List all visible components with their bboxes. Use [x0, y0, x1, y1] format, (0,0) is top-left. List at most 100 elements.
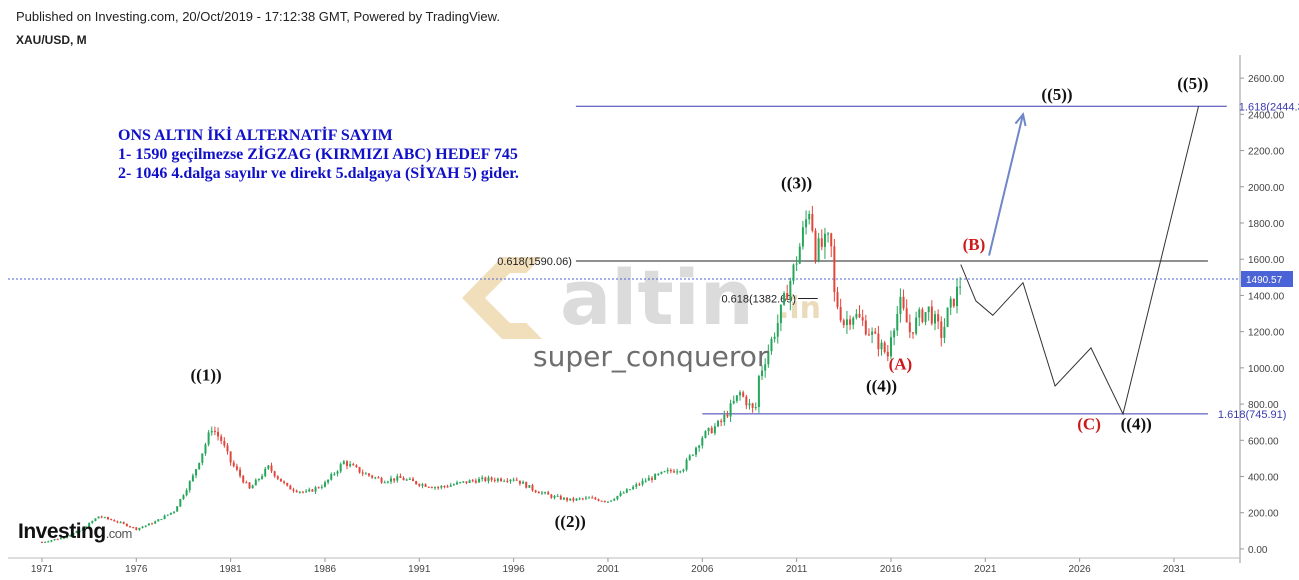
- candle-body: [723, 414, 726, 423]
- candle-body: [261, 476, 264, 479]
- candle-body: [861, 317, 864, 321]
- candle-body: [185, 490, 188, 496]
- candle-body: [544, 492, 547, 494]
- candle-body: [827, 233, 830, 235]
- candle-body: [229, 451, 232, 463]
- candle-body: [226, 445, 229, 452]
- candle-body: [886, 351, 889, 357]
- candle-body: [915, 317, 918, 334]
- candle-body: [298, 491, 301, 493]
- x-tick-label: 1991: [408, 564, 431, 575]
- candle-body: [110, 519, 113, 521]
- candle-body: [512, 479, 515, 481]
- candle-body: [201, 453, 204, 463]
- y-tick-label: 2600.00: [1248, 74, 1285, 85]
- candle-body: [242, 475, 245, 483]
- candle-body: [374, 477, 377, 479]
- candle-body: [311, 489, 314, 492]
- price-axis[interactable]: 0.00 200.00 400.00 600.00 800.00 1000.00 1200.…: [1239, 55, 1293, 563]
- candle-body: [905, 308, 908, 323]
- candle-body: [69, 534, 72, 537]
- candle-body: [588, 497, 591, 499]
- candle-body: [449, 485, 452, 487]
- candle-body: [257, 478, 260, 480]
- candle-body: [921, 309, 924, 322]
- candle-body: [188, 481, 191, 491]
- candle-body: [289, 485, 292, 490]
- candle-body: [103, 517, 106, 519]
- candle-body: [509, 479, 512, 482]
- candle-body: [515, 479, 518, 481]
- candle-body: [144, 525, 147, 527]
- time-axis[interactable]: 1971 1976 1981 1986 1991 1996 2001 2006 2011 2016…: [8, 557, 1240, 575]
- candle-body: [380, 478, 383, 483]
- candle-body: [44, 541, 47, 543]
- candle-body: [456, 482, 459, 485]
- symbol-label[interactable]: XAU/USD, M: [16, 33, 87, 47]
- candle-body: [286, 482, 289, 486]
- candle-body: [641, 480, 644, 485]
- fib-label-2444: 1.618(2444.31): [1239, 101, 1299, 113]
- wave-label: ((5)): [1041, 85, 1072, 104]
- candle-body: [531, 485, 534, 491]
- candle-body: [569, 498, 572, 501]
- candle-body: [779, 304, 782, 324]
- candle-body: [113, 520, 116, 522]
- candle-body: [594, 497, 597, 500]
- candle-body: [267, 465, 270, 469]
- candle-body: [333, 473, 336, 475]
- candle-body: [273, 471, 276, 477]
- candle-body: [235, 466, 238, 470]
- candle-body: [578, 498, 581, 500]
- candle-body: [635, 484, 638, 487]
- candle-body: [239, 469, 242, 476]
- candle-body: [399, 476, 402, 478]
- candle-body: [911, 332, 914, 334]
- candle-body: [50, 540, 53, 542]
- candle-body: [946, 307, 949, 327]
- y-tick-label: 1600.00: [1248, 255, 1285, 266]
- candle-body: [56, 539, 59, 541]
- candle-body: [465, 481, 468, 483]
- candle-body: [301, 491, 304, 493]
- x-tick-label: 2021: [974, 564, 997, 575]
- wave-label: ((2)): [555, 512, 586, 531]
- candle-body: [412, 478, 415, 482]
- candle-body: [500, 478, 503, 481]
- y-tick-label: 1200.00: [1248, 328, 1285, 339]
- candle-body: [361, 472, 364, 474]
- candle-body: [720, 420, 723, 423]
- candle-body: [459, 482, 462, 484]
- y-tick-label: 600.00: [1248, 436, 1279, 447]
- candle-body: [713, 426, 716, 434]
- candle-body: [949, 298, 952, 308]
- candle-body: [540, 492, 543, 494]
- candle-body: [811, 213, 814, 231]
- candle-body: [852, 317, 855, 325]
- candle-body: [937, 314, 940, 322]
- candle-body: [830, 233, 833, 247]
- candle-body: [163, 515, 166, 520]
- candle-body: [770, 338, 773, 352]
- candle-body: [757, 376, 760, 408]
- candle-body: [814, 230, 817, 261]
- fib-label-745: 1.618(745.91): [1218, 409, 1287, 421]
- candle-body: [704, 431, 707, 438]
- candle-body: [40, 542, 43, 544]
- candle-body: [754, 407, 757, 409]
- y-tick-label: 200.00: [1248, 509, 1279, 520]
- candle-body: [606, 501, 609, 503]
- wave-label: (B): [963, 235, 986, 254]
- candle-body: [691, 454, 694, 456]
- candle-body: [896, 313, 899, 331]
- candle-body: [795, 263, 798, 265]
- candle-body: [207, 432, 210, 445]
- candle-body: [679, 471, 682, 473]
- candle-body: [478, 478, 481, 483]
- candle-body: [761, 370, 764, 377]
- candle-body: [396, 476, 399, 481]
- candle-body: [600, 500, 603, 502]
- candle-body: [484, 477, 487, 482]
- candle-body: [717, 420, 720, 427]
